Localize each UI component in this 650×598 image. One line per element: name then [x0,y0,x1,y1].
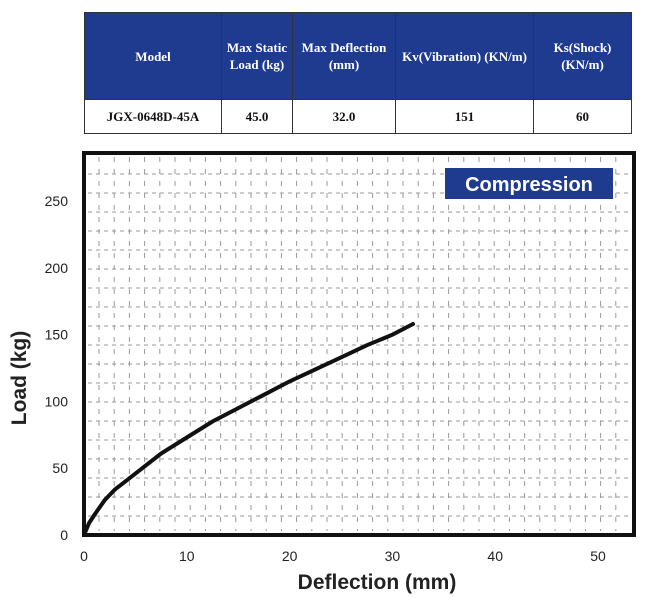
cell-kv: 151 [395,99,534,134]
plot-frame [82,151,636,537]
cell-max-load: 45.0 [221,99,293,134]
cell-ks: 60 [533,99,632,134]
y-axis-label: Load (kg) [8,331,31,426]
cell-max-deflection: 32.0 [292,99,396,134]
x-tick-label: 50 [590,548,606,564]
series-line-compression [82,322,415,537]
y-tick-label: 100 [45,393,69,409]
x-tick-label: 20 [282,548,298,564]
x-axis-label: Deflection (mm) [298,571,457,594]
spec-table: Model Max Static Load (kg) Max Deflectio… [84,12,632,134]
grid [88,157,630,531]
header-kv: Kv(Vibration) (KN/m) [395,12,534,100]
x-tick-label: 0 [80,548,88,564]
y-tick-label: 250 [45,193,69,209]
y-tick-label: 150 [45,327,69,343]
table-row: JGX-0648D-45A 45.0 32.0 151 60 [84,99,632,134]
x-tick-label: 30 [385,548,401,564]
x-tick-label: 40 [487,548,503,564]
chart-title: Compression [465,174,593,196]
header-max-deflection: Max Deflection (mm) [292,12,396,100]
y-tick-label: 200 [45,260,69,276]
title-badge [445,168,613,199]
x-tick-label: 10 [179,548,195,564]
y-tick-label: 50 [52,460,68,476]
y-tick-label: 0 [60,527,68,543]
header-row: Model Max Static Load (kg) Max Deflectio… [84,12,632,100]
header-model: Model [84,12,222,100]
header-ks: Ks(Shock) (KN/m) [533,12,632,100]
